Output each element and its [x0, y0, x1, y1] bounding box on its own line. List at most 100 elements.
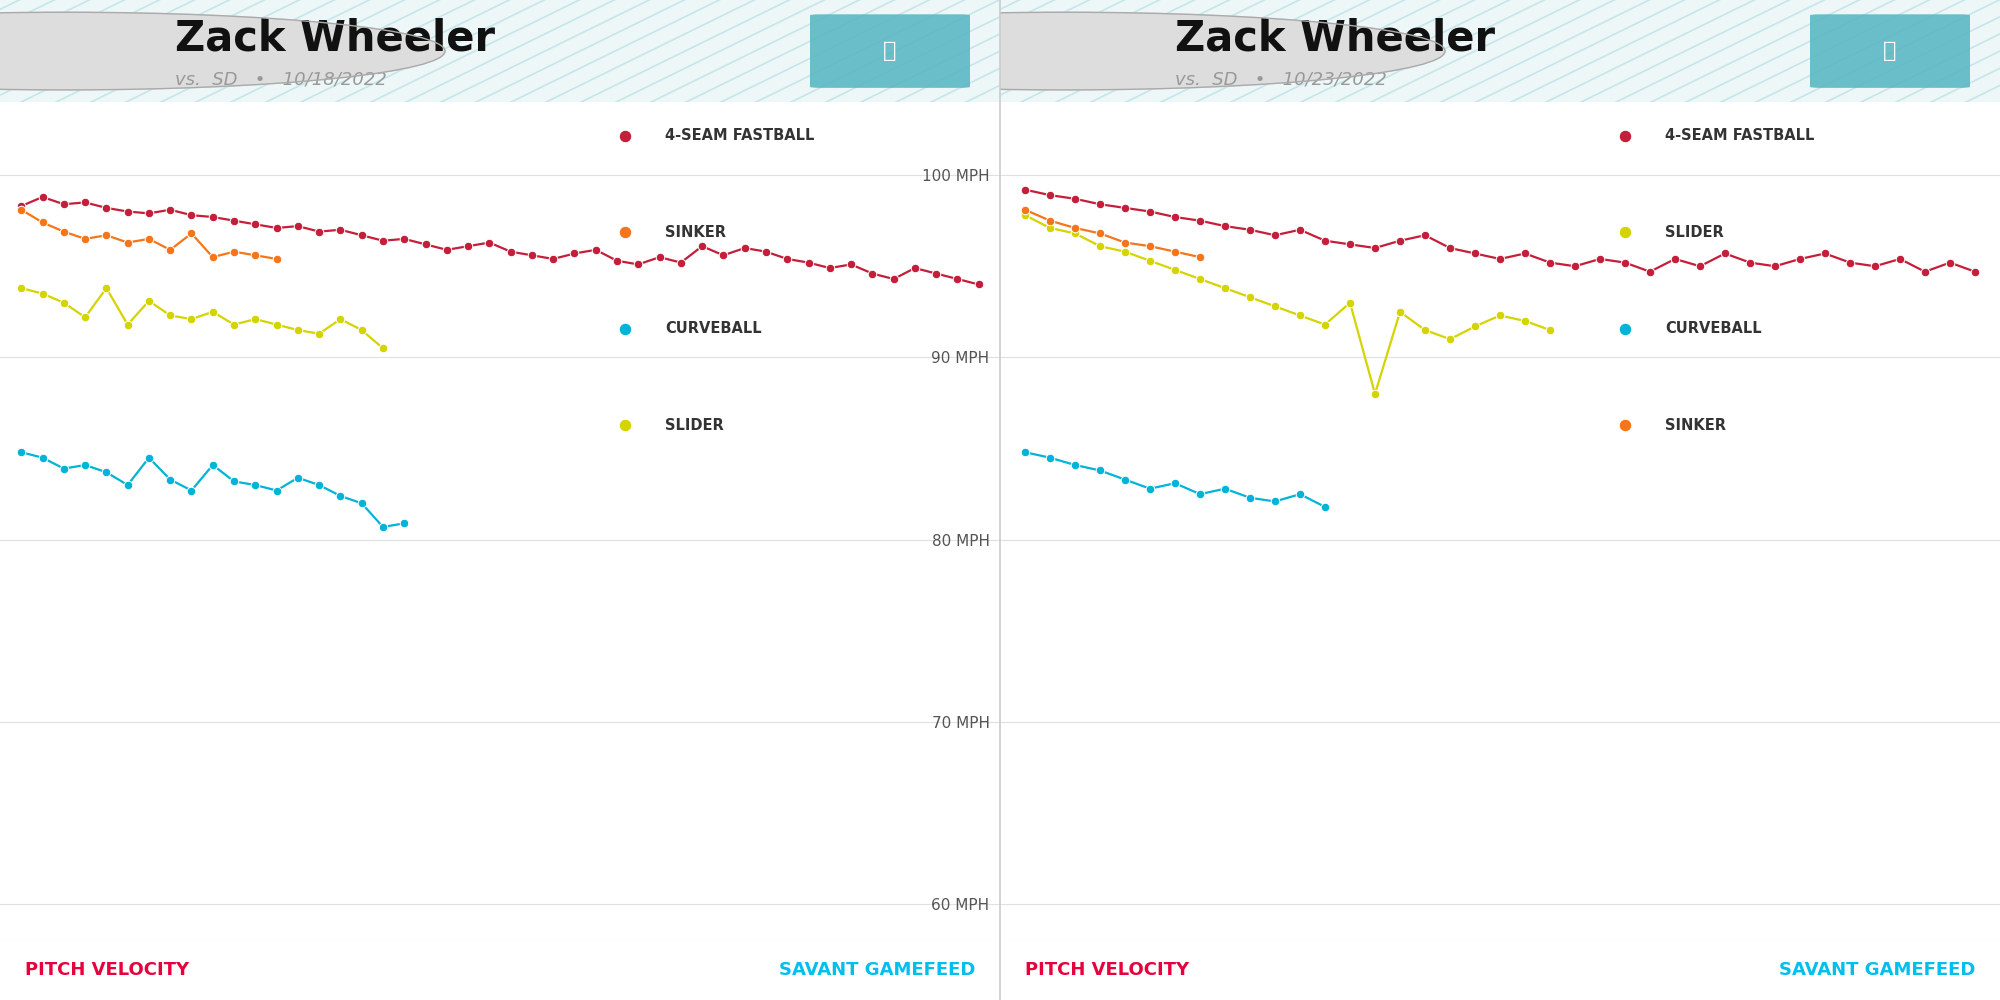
Point: [1134, 238, 1166, 254]
Point: [196, 209, 228, 225]
Point: [920, 266, 952, 282]
Point: [1208, 481, 1240, 497]
Text: SAVANT GAMEFEED: SAVANT GAMEFEED: [778, 961, 976, 979]
Point: [1584, 251, 1616, 267]
Point: [70, 231, 102, 247]
Point: [1234, 222, 1266, 238]
Point: [1060, 220, 1092, 236]
Point: [1134, 253, 1166, 269]
Point: [132, 450, 164, 466]
Point: [1034, 187, 1066, 203]
Text: 4-SEAM FASTBALL: 4-SEAM FASTBALL: [1664, 128, 1814, 143]
Point: [1108, 200, 1140, 216]
Point: [1184, 249, 1216, 265]
Text: CURVEBALL: CURVEBALL: [664, 321, 762, 336]
Point: [1334, 295, 1366, 311]
Point: [154, 472, 186, 488]
Point: [26, 286, 58, 302]
Point: [1460, 318, 1492, 334]
Point: [282, 322, 314, 338]
Point: [1184, 213, 1216, 229]
Point: [1060, 225, 1092, 241]
Point: [1060, 457, 1092, 473]
Point: [1108, 244, 1140, 260]
Point: [1908, 264, 1940, 280]
Point: [240, 247, 272, 263]
Point: [1708, 245, 1740, 261]
Point: [962, 276, 994, 292]
Point: [346, 495, 378, 511]
Point: [644, 249, 676, 265]
Point: [218, 213, 250, 229]
Point: [430, 242, 462, 258]
Point: [664, 255, 696, 271]
Point: [26, 189, 58, 205]
Point: [1008, 207, 1040, 223]
Text: Zack Wheeler: Zack Wheeler: [176, 18, 496, 60]
Point: [112, 204, 144, 220]
Point: [1408, 227, 1440, 243]
Point: [1734, 255, 1766, 271]
Circle shape: [684, 12, 1444, 90]
Point: [1208, 280, 1240, 296]
Point: [772, 251, 804, 267]
Point: [750, 244, 782, 260]
Point: [6, 280, 38, 296]
Point: [196, 304, 228, 320]
Point: [176, 207, 208, 223]
Point: [154, 307, 186, 323]
Point: [1684, 258, 1716, 274]
Point: [1060, 191, 1092, 207]
Point: [112, 235, 144, 251]
Point: [1460, 245, 1492, 261]
Point: [324, 488, 356, 504]
Point: [1534, 322, 1566, 338]
Point: [580, 242, 612, 258]
Point: [1160, 209, 1192, 225]
Point: [410, 236, 442, 252]
Point: [1308, 317, 1340, 333]
Point: [708, 247, 740, 263]
Point: [1008, 202, 1040, 218]
Point: [176, 225, 208, 241]
Point: [1808, 245, 1840, 261]
FancyBboxPatch shape: [810, 14, 970, 88]
Text: PITCH VELOCITY: PITCH VELOCITY: [1024, 961, 1190, 979]
Point: [1160, 262, 1192, 278]
Text: SLIDER: SLIDER: [1664, 225, 1724, 240]
Point: [1560, 258, 1592, 274]
Point: [1510, 245, 1542, 261]
Point: [1834, 255, 1866, 271]
Point: [218, 244, 250, 260]
Text: SAVANT GAMEFEED: SAVANT GAMEFEED: [1778, 961, 1976, 979]
Point: [1208, 218, 1240, 234]
Point: [346, 322, 378, 338]
Point: [346, 227, 378, 243]
Point: [898, 260, 930, 276]
Point: [282, 218, 314, 234]
Point: [1484, 251, 1516, 267]
Point: [218, 473, 250, 489]
Point: [1860, 258, 1892, 274]
X-axis label: Pitches: Pitches: [470, 969, 530, 987]
Point: [6, 202, 38, 218]
Point: [154, 242, 186, 258]
Point: [602, 253, 634, 269]
Point: [1608, 255, 1640, 271]
Point: [90, 200, 122, 216]
Point: [48, 196, 80, 212]
Point: [792, 255, 824, 271]
Point: [1234, 490, 1266, 506]
Text: SLIDER: SLIDER: [664, 418, 724, 433]
FancyBboxPatch shape: [1810, 14, 1970, 88]
Point: [1760, 258, 1792, 274]
Point: [686, 238, 718, 254]
Point: [1408, 322, 1440, 338]
Point: [1884, 251, 1916, 267]
Point: [1034, 450, 1066, 466]
Point: [388, 515, 420, 531]
Point: [260, 220, 292, 236]
Point: [1260, 298, 1292, 314]
Circle shape: [0, 12, 444, 90]
Point: [48, 295, 80, 311]
